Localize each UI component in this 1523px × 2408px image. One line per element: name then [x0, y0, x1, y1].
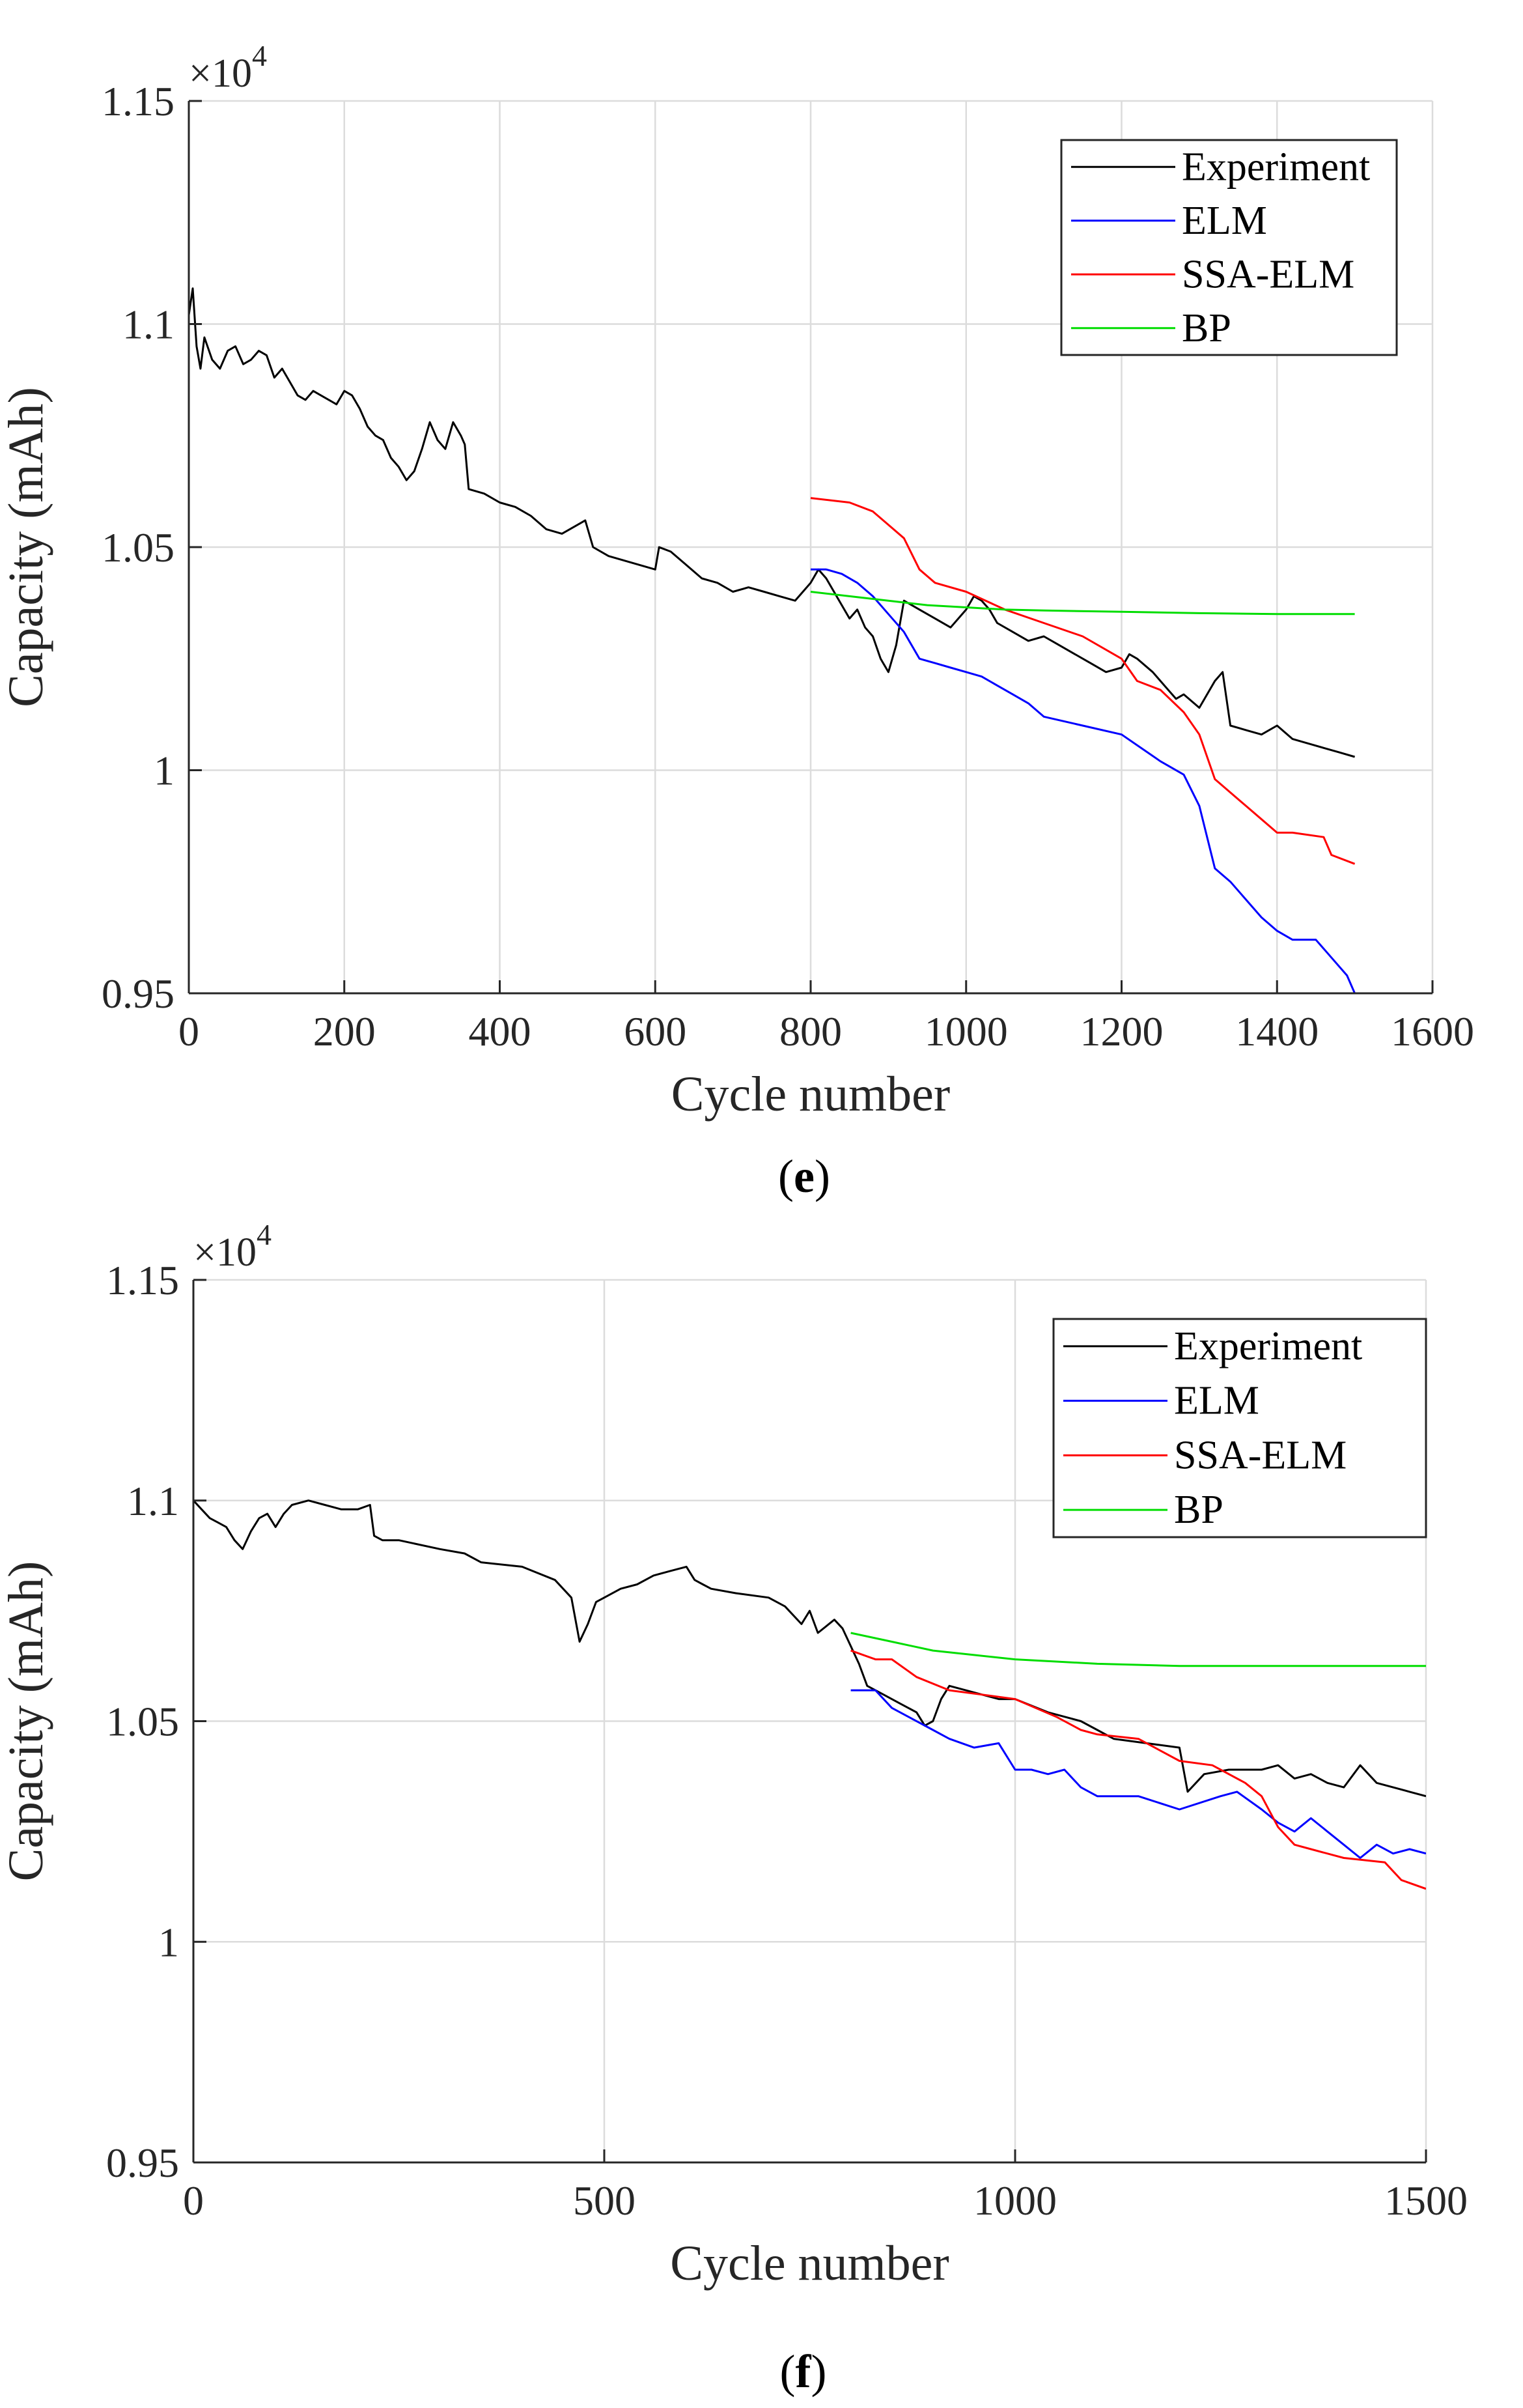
series-line-ssa-elm: [810, 497, 1356, 865]
x-tick-label: 500: [573, 2177, 636, 2224]
x-tick-label: 400: [469, 1008, 531, 1055]
caption-close-paren: ): [811, 2345, 826, 2398]
legend-box: [1052, 1318, 1427, 1538]
y-tick-label: 1.05: [106, 1699, 179, 1745]
legend-label: SSA-ELM: [1174, 1433, 1347, 1477]
panel-caption: (f): [780, 2345, 827, 2398]
panel-caption: (e): [778, 1150, 830, 1202]
series-line-experiment: [189, 287, 1356, 758]
chart-panel-f: 0 500 1000 1500 0.95 1 1.05 1.1 1.15 ×104 Cycle nu…: [0, 1218, 1468, 2398]
y-tick-label: 1: [154, 748, 175, 794]
legend-label: Experiment: [1182, 145, 1370, 189]
series-line-elm: [850, 1689, 1426, 1859]
x-tick-label: 1500: [1384, 2177, 1468, 2224]
y-tick-label: 0.95: [102, 970, 175, 1017]
x-tick-label: 800: [779, 1008, 842, 1055]
y-tick-label: 0.95: [106, 2140, 179, 2186]
exponent-power: 4: [257, 1218, 272, 1251]
x-axis-label: Cycle number: [670, 2236, 949, 2291]
legend-label: ELM: [1174, 1379, 1259, 1423]
x-tick-label: 200: [313, 1008, 376, 1055]
y-tick-label: 1.1: [127, 1478, 179, 1524]
caption-letter: e: [794, 1150, 815, 1202]
y-tick-label: 1: [158, 1919, 179, 1965]
axis-exponent: ×104: [189, 39, 267, 96]
series-line-bp: [810, 591, 1355, 616]
series-line-elm: [811, 568, 1356, 994]
legend-box: [1060, 139, 1398, 356]
x-tick-label: 0: [178, 1008, 199, 1055]
x-axis-label: Cycle number: [671, 1067, 950, 1122]
legend-label: BP: [1182, 306, 1231, 350]
caption-open-paren: (: [780, 2345, 796, 2398]
y-tick-label: 1.1: [122, 302, 175, 348]
chart-panel-e: 0 200 400 600 800 1000 1200 1400 1600 0.95 1 1.05 1.…: [0, 39, 1474, 1202]
legend-label: Experiment: [1174, 1324, 1362, 1368]
legend-label: BP: [1174, 1488, 1223, 1532]
y-axis-label: Capacity (mAh): [0, 387, 53, 707]
y-tick-label: 1.15: [106, 1257, 179, 1303]
caption-letter: f: [796, 2345, 812, 2398]
y-tick-label: 1.05: [102, 524, 175, 571]
exponent-power: 4: [252, 39, 267, 72]
series-line-experiment: [193, 1499, 1426, 1798]
y-tick-label: 1.15: [102, 78, 175, 124]
y-axis-label: Capacity (mAh): [0, 1561, 53, 1882]
caption-open-paren: (: [778, 1150, 794, 1202]
caption-close-paren: ): [815, 1150, 830, 1202]
legend-label: ELM: [1182, 199, 1267, 243]
x-tick-label: 1000: [925, 1008, 1008, 1055]
series-line-ssa-elm: [850, 1649, 1426, 1890]
x-tick-label: 1400: [1235, 1008, 1319, 1055]
series-line-bp: [850, 1632, 1426, 1667]
x-tick-label: 600: [624, 1008, 686, 1055]
axis-exponent: ×104: [193, 1218, 272, 1275]
x-tick-label: 1200: [1080, 1008, 1164, 1055]
legend-label: SSA-ELM: [1182, 252, 1354, 296]
exponent-base: ×10: [193, 1230, 257, 1275]
x-tick-label: 0: [183, 2177, 204, 2224]
exponent-base: ×10: [189, 51, 252, 96]
x-tick-label: 1000: [973, 2177, 1057, 2224]
x-tick-label: 1600: [1391, 1008, 1474, 1055]
